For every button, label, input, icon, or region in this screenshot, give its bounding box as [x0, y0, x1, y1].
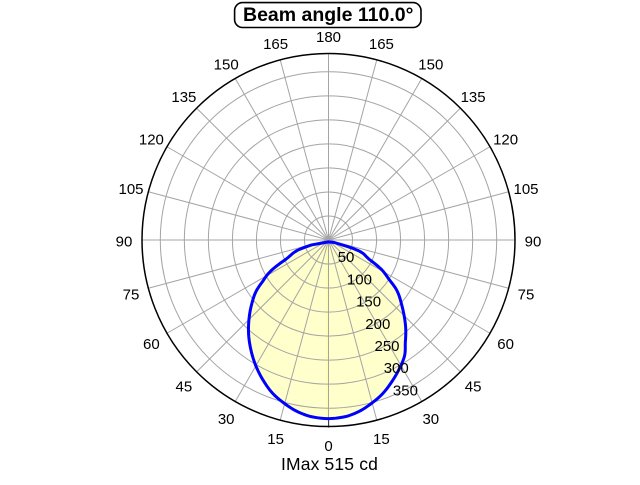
- svg-text:250: 250: [375, 338, 400, 355]
- svg-text:180: 180: [316, 29, 341, 46]
- svg-text:60: 60: [497, 336, 514, 353]
- svg-text:135: 135: [461, 89, 486, 106]
- svg-text:15: 15: [267, 431, 284, 448]
- svg-text:120: 120: [139, 132, 164, 149]
- svg-text:135: 135: [171, 89, 196, 106]
- svg-text:30: 30: [422, 411, 439, 428]
- svg-text:120: 120: [493, 132, 518, 149]
- svg-text:200: 200: [365, 316, 390, 333]
- svg-text:75: 75: [518, 287, 535, 304]
- svg-text:45: 45: [465, 378, 482, 395]
- svg-text:Beam angle 110.0°: Beam angle 110.0°: [243, 4, 413, 26]
- svg-text:165: 165: [263, 36, 288, 53]
- svg-text:105: 105: [513, 181, 538, 198]
- svg-text:350: 350: [393, 382, 418, 399]
- svg-text:150: 150: [214, 57, 239, 74]
- svg-text:30: 30: [218, 411, 235, 428]
- svg-text:100: 100: [347, 271, 372, 288]
- svg-text:IMax 515 cd: IMax 515 cd: [281, 454, 378, 474]
- svg-text:45: 45: [176, 378, 193, 395]
- svg-text:90: 90: [525, 234, 542, 251]
- svg-text:90: 90: [116, 234, 133, 251]
- svg-text:105: 105: [118, 181, 143, 198]
- svg-text:15: 15: [373, 431, 390, 448]
- svg-text:165: 165: [369, 36, 394, 53]
- svg-text:150: 150: [418, 57, 443, 74]
- svg-text:150: 150: [356, 294, 381, 311]
- svg-text:0: 0: [324, 438, 332, 455]
- svg-text:300: 300: [384, 360, 409, 377]
- svg-text:75: 75: [123, 287, 140, 304]
- svg-text:60: 60: [143, 336, 160, 353]
- svg-text:50: 50: [338, 249, 355, 266]
